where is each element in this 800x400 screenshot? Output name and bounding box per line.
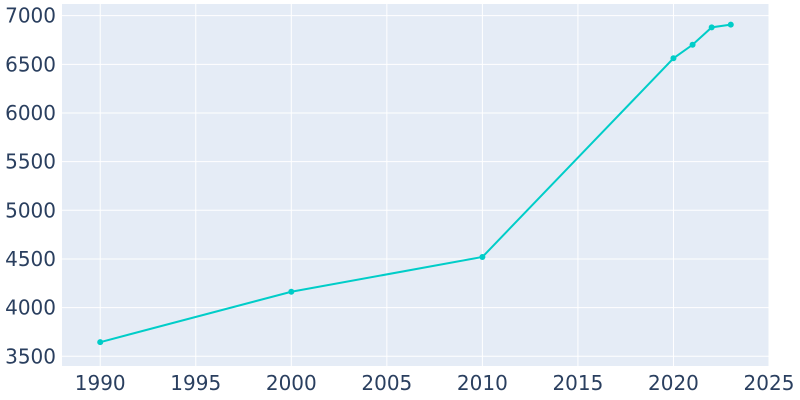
y-tick-label: 7000 bbox=[5, 4, 56, 28]
y-axis-ticks: 3500 4000 4500 5000 5500 6000 6500 7000 bbox=[5, 4, 56, 369]
x-tick-label: 2020 bbox=[648, 371, 699, 395]
data-points bbox=[97, 21, 734, 346]
gridlines bbox=[62, 4, 770, 366]
x-tick-label: 2015 bbox=[552, 371, 603, 395]
y-tick-label: 5000 bbox=[5, 198, 56, 222]
plot-area bbox=[62, 4, 769, 366]
x-tick-label: 2000 bbox=[266, 371, 317, 395]
data-point bbox=[708, 24, 715, 31]
data-point bbox=[727, 21, 734, 28]
x-tick-label: 1995 bbox=[170, 371, 221, 395]
x-tick-label: 2010 bbox=[457, 371, 508, 395]
x-tick-label: 1990 bbox=[75, 371, 126, 395]
y-tick-label: 6500 bbox=[5, 52, 56, 76]
x-tick-label: 2005 bbox=[361, 371, 412, 395]
y-tick-label: 4500 bbox=[5, 247, 56, 271]
data-point bbox=[670, 55, 677, 62]
y-tick-label: 5500 bbox=[5, 150, 56, 174]
y-tick-label: 6000 bbox=[5, 101, 56, 125]
x-tick-label: 2025 bbox=[744, 371, 795, 395]
x-axis-ticks: 1990 1995 2000 2005 2010 2015 2020 2025 bbox=[75, 371, 795, 395]
data-point bbox=[97, 339, 104, 346]
data-point bbox=[288, 288, 295, 295]
data-point bbox=[689, 41, 696, 48]
y-tick-label: 4000 bbox=[5, 296, 56, 320]
y-tick-label: 3500 bbox=[5, 344, 56, 368]
data-point bbox=[479, 254, 486, 261]
